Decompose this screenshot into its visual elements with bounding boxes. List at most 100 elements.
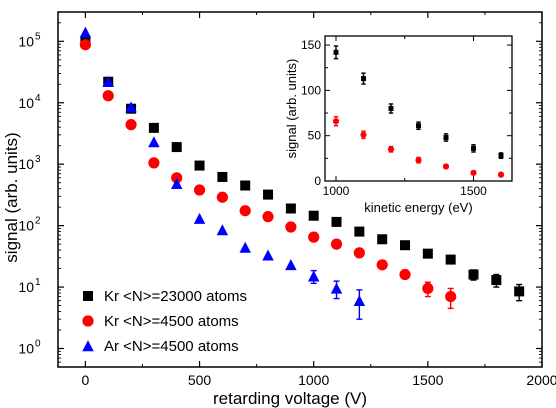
y-tick-label: 10	[18, 341, 34, 357]
y-tick-label: 10	[18, 279, 34, 295]
inset-series-square	[333, 45, 504, 160]
data-point	[514, 286, 525, 297]
inset-data-point	[497, 171, 505, 178]
data-point	[308, 210, 319, 221]
inset-data-point	[416, 123, 421, 129]
main-plot-frame	[57, 11, 543, 368]
data-point	[468, 269, 479, 280]
y-tick-label-exponent: 2	[35, 216, 41, 227]
y-tick-label-exponent: 3	[35, 154, 41, 165]
data-point	[445, 254, 456, 265]
data-point	[353, 247, 365, 259]
data-point	[491, 275, 502, 286]
data-point	[262, 249, 274, 261]
data-point	[148, 122, 159, 133]
y-tick-label: 10	[18, 95, 34, 111]
data-point	[263, 189, 274, 200]
data-point	[102, 75, 114, 87]
data-point	[193, 184, 206, 196]
inset-data-point	[361, 76, 366, 82]
data-point	[307, 270, 320, 282]
data-point	[285, 203, 296, 214]
y-tick-label-exponent: 1	[35, 277, 41, 288]
data-point	[376, 259, 388, 271]
inset-x-tick-label: 1500	[460, 184, 487, 198]
inset-plot: 1000 1500 0 50 100 150 kinetic energy (eV) sign…	[284, 35, 513, 215]
data-point	[171, 142, 182, 153]
data-point	[330, 282, 343, 294]
data-point	[330, 238, 343, 250]
data-point	[399, 268, 411, 281]
legend-marker	[83, 291, 93, 301]
data-point	[239, 205, 251, 217]
data-point	[353, 294, 366, 306]
inset-x-tick-label: 1000	[323, 184, 350, 198]
inset-data-point	[498, 153, 504, 159]
data-point	[79, 39, 91, 51]
y-axis-title: signal (arb. units)	[2, 132, 21, 262]
inset-data-point	[442, 163, 450, 170]
y-tick-label: 10	[18, 156, 34, 172]
data-point	[262, 211, 274, 223]
data-point	[148, 157, 160, 169]
y-tick-label-exponent: 0	[35, 339, 41, 350]
inset-data-point	[470, 169, 477, 176]
data-point	[331, 216, 342, 227]
data-point	[102, 90, 114, 102]
x-tick-label: 500	[188, 372, 212, 388]
data-point	[445, 290, 457, 303]
data-point	[193, 212, 206, 224]
data-point	[79, 26, 92, 38]
legend: Kr <N>=23000 atoms Kr <N>=4500 atoms Ar <N…	[82, 288, 247, 355]
inset-data-point	[443, 135, 449, 140]
legend-label: Kr <N>=4500 atoms	[104, 313, 239, 330]
data-point	[354, 226, 365, 237]
legend-marker	[82, 315, 94, 327]
inset-y-tick-label: 100	[301, 83, 321, 97]
inset-data-point	[333, 49, 339, 55]
data-point	[400, 240, 411, 251]
data-point	[240, 180, 251, 191]
data-point	[377, 234, 388, 245]
y-tick-label-exponent: 4	[35, 93, 41, 104]
y-tick-label: 10	[18, 218, 34, 234]
data-point	[285, 259, 297, 271]
inset-data-point	[388, 106, 394, 111]
legend-label: Ar <N>=4500 atoms	[104, 338, 239, 355]
x-tick-label: 1500	[412, 372, 443, 388]
inset-y-tick-label: 150	[301, 38, 321, 52]
data-point	[125, 101, 137, 113]
legend-marker	[82, 340, 94, 352]
data-point	[422, 248, 433, 259]
data-point	[216, 191, 228, 203]
data-point	[239, 241, 251, 253]
inset-data-point	[360, 131, 367, 138]
data-point	[170, 178, 183, 190]
data-point	[148, 136, 160, 148]
series-triangle	[79, 26, 366, 320]
data-point	[125, 119, 137, 131]
data-point	[217, 171, 228, 182]
inset-y-tick-label: 0	[314, 174, 321, 188]
x-tick-label: 1000	[298, 372, 329, 388]
y-tick-label: 10	[18, 33, 34, 49]
y-tick-label-exponent: 5	[35, 31, 41, 42]
inset-data-point	[415, 157, 422, 164]
data-point	[422, 282, 434, 295]
data-point	[194, 160, 205, 171]
data-point	[171, 172, 183, 184]
inset-x-axis-title: kinetic energy (eV)	[364, 200, 472, 215]
x-tick-label: 2000	[526, 372, 556, 388]
inset-y-tick-label: 50	[308, 129, 322, 143]
inset-data-point	[387, 146, 395, 153]
x-tick-label: 0	[81, 372, 89, 388]
inset-series-circle	[332, 115, 505, 178]
data-point	[216, 224, 229, 236]
legend-label: Kr <N>=23000 atoms	[104, 288, 247, 305]
data-point	[285, 221, 297, 233]
data-point	[308, 231, 320, 243]
series-circle	[79, 39, 457, 310]
